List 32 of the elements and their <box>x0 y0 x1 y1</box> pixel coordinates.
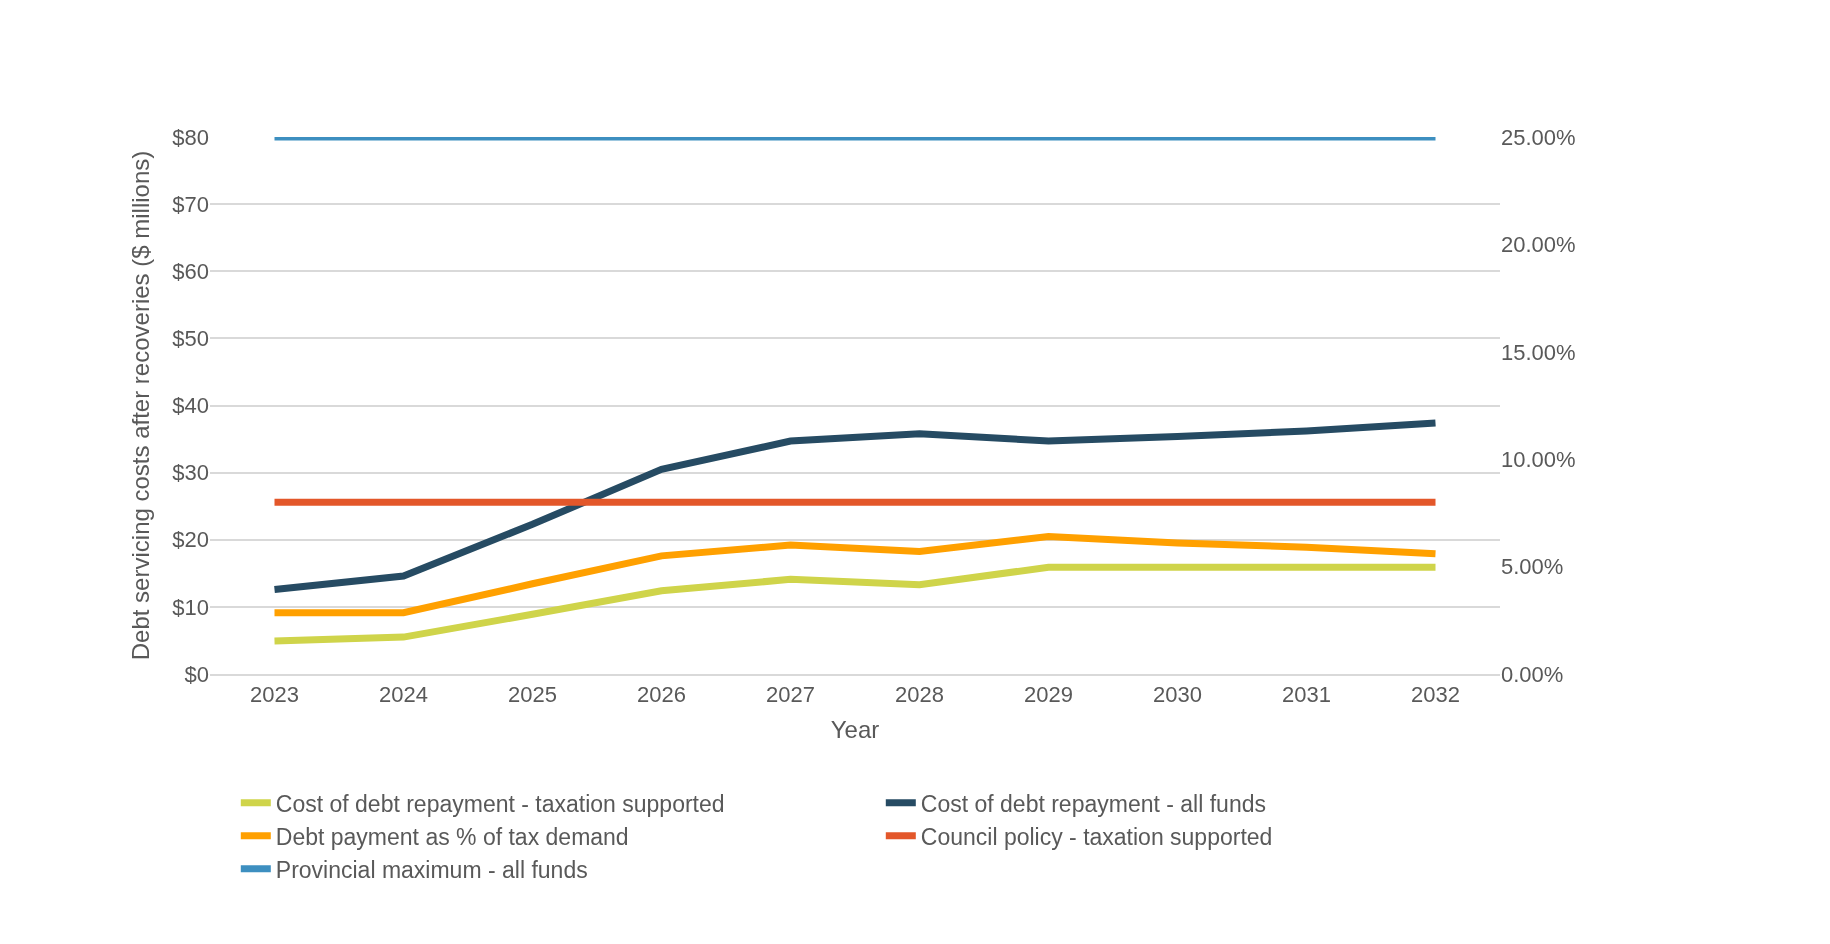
legend-label: Cost of debt repayment - all funds <box>920 790 1266 817</box>
y-tick-label: $80 <box>172 124 209 150</box>
legend-label: Debt payment as % of tax demand <box>275 823 629 850</box>
y-tick-label: $60 <box>172 258 209 284</box>
y2-tick-label: 15.00% <box>1501 339 1576 365</box>
x-tick-label: 2027 <box>766 682 815 708</box>
x-tick-label: 2029 <box>1024 682 1073 708</box>
y2-tick-label: 0.00% <box>1501 661 1564 687</box>
legend-label: Council policy - taxation supported <box>920 823 1273 850</box>
x-tick-label: 2030 <box>1153 682 1202 708</box>
x-tick-label: 2028 <box>895 682 944 708</box>
y2-tick-label: 10.00% <box>1501 446 1576 472</box>
legend-label: Provincial maximum - all funds <box>275 856 588 883</box>
y-tick-label: $0 <box>184 661 209 687</box>
y-axis-title: Debt servicing costs after recoveries ($ millions) <box>127 150 155 661</box>
y-tick-label: $20 <box>172 527 209 553</box>
x-tick-label: 2026 <box>637 682 686 708</box>
y-tick-label: $10 <box>172 594 209 620</box>
y-tick-label: $70 <box>172 191 209 217</box>
y-tick-label: $40 <box>172 393 209 419</box>
y2-tick-label: 20.00% <box>1501 232 1576 258</box>
x-tick-label: 2024 <box>379 682 428 708</box>
x-tick-label: 2025 <box>508 682 557 708</box>
x-tick-label: 2031 <box>1282 682 1331 708</box>
y2-tick-label: 5.00% <box>1501 554 1564 580</box>
x-tick-label: 2032 <box>1411 682 1460 708</box>
y-tick-label: $30 <box>172 460 209 486</box>
x-tick-label: 2023 <box>250 682 299 708</box>
y-tick-label: $50 <box>172 326 209 352</box>
y2-tick-label: 25.00% <box>1501 124 1576 150</box>
legend-label: Cost of debt repayment - taxation supported <box>275 790 725 817</box>
x-axis-title: Year <box>830 715 880 743</box>
